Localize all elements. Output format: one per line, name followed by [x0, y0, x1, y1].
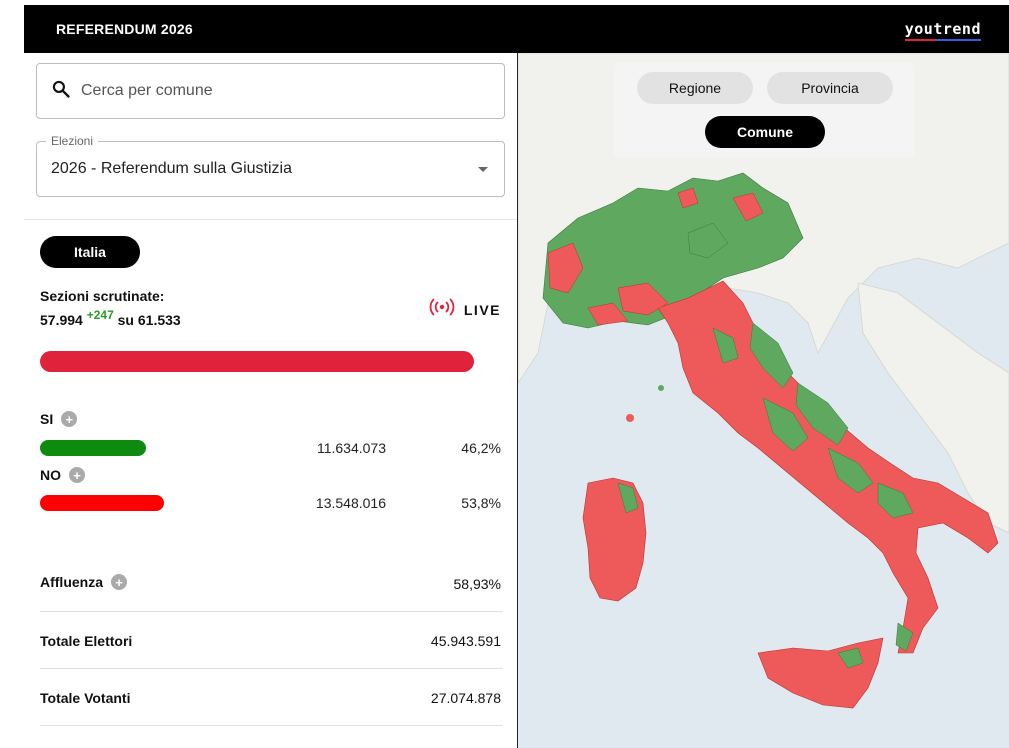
live-broadcast-icon — [428, 297, 456, 322]
election-select[interactable]: Elezioni 2026 - Referendum sulla Giustiz… — [36, 134, 505, 197]
result-no-votes: 13.548.016 — [315, 495, 386, 511]
sections-of-label: su — [117, 312, 134, 328]
result-si-label: SI + — [40, 411, 78, 427]
tab-provincia[interactable]: Provincia — [767, 72, 893, 104]
yes-patches — [687, 222, 914, 652]
results-map[interactable]: Regione Provincia Comune — [518, 53, 1009, 748]
stat-votanti-label: Totale Votanti — [40, 690, 131, 706]
stat-votanti-value: 27.074.878 — [430, 690, 501, 706]
no-patches-north — [547, 187, 764, 326]
app-title: REFERENDUM 2026 — [56, 21, 193, 37]
results-panel: Elezioni 2026 - Referendum sulla Giustiz… — [24, 53, 517, 748]
stat-divider — [40, 725, 503, 726]
map-level-switcher: Regione Provincia Comune — [614, 63, 914, 157]
stat-affluenza-label: Affluenza + — [40, 574, 127, 590]
area-pill-italia[interactable]: Italia — [40, 236, 140, 268]
search-field[interactable] — [36, 63, 505, 119]
search-icon — [51, 79, 71, 104]
result-si-name: SI — [40, 411, 54, 427]
sicily — [757, 637, 884, 709]
brand-logo[interactable]: youtrend — [904, 20, 982, 41]
result-no-percent: 53,8% — [461, 495, 501, 511]
result-no-label: NO + — [40, 467, 85, 483]
election-select-legend: Elezioni — [46, 134, 99, 148]
panel-divider — [517, 53, 518, 748]
result-si-percent: 46,2% — [461, 440, 501, 456]
sections-delta: +247 — [86, 308, 114, 322]
stat-divider — [40, 611, 503, 612]
stat-divider — [40, 668, 503, 669]
sections-counted: 57.994 — [40, 312, 83, 328]
result-si-votes: 11.634.073 — [316, 440, 386, 456]
sardinia — [582, 477, 647, 602]
chevron-down-icon[interactable] — [478, 167, 488, 172]
live-indicator: LIVE — [428, 297, 501, 322]
stat-affluenza-name: Affluenza — [40, 574, 103, 590]
tab-comune[interactable]: Comune — [705, 116, 825, 148]
search-input[interactable] — [81, 82, 481, 100]
italy-map-svg[interactable] — [518, 53, 1009, 748]
result-no-bar — [40, 495, 164, 511]
election-select-value: 2026 - Referendum sulla Giustizia — [51, 160, 293, 177]
stat-elettori-label: Totale Elettori — [40, 633, 133, 649]
stat-elettori-value: 45.943.591 — [430, 633, 501, 649]
stat-affluenza-value: 58,93% — [453, 576, 501, 592]
result-si-bar — [40, 440, 146, 456]
elba-island — [626, 414, 634, 422]
tab-regione[interactable]: Regione — [637, 72, 753, 104]
sections-total: 61.533 — [137, 312, 181, 328]
sections-values: 57.994 +247 su 61.533 — [40, 308, 181, 328]
live-label: LIVE — [463, 301, 501, 318]
sardinia-yes — [617, 482, 639, 514]
sections-label: Sezioni scrutinate: — [40, 288, 165, 304]
expand-no-plus-icon[interactable]: + — [69, 467, 85, 483]
result-no-name: NO — [40, 467, 61, 483]
section-divider — [24, 219, 517, 220]
expand-affluenza-plus-icon[interactable]: + — [111, 574, 127, 590]
capraia-island — [658, 385, 664, 391]
sections-progress-bar — [40, 351, 474, 372]
sicily-yes — [837, 647, 864, 669]
expand-si-plus-icon[interactable]: + — [61, 411, 78, 427]
app-header: REFERENDUM 2026 youtrend — [24, 5, 1009, 53]
